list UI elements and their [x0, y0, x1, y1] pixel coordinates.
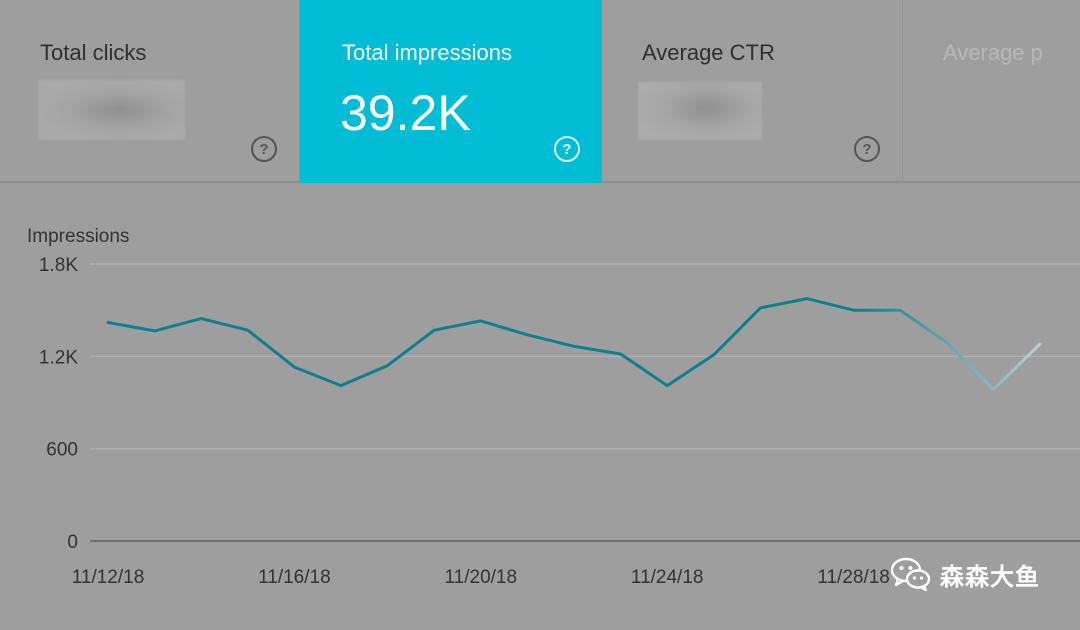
data-point [246, 329, 249, 332]
y-tick-label: 1.8K [39, 255, 78, 276]
watermark: 森森大鱼 [890, 556, 1040, 592]
data-point [619, 353, 622, 356]
data-point [433, 329, 436, 332]
data-point [945, 341, 948, 344]
y-tick-label: 600 [46, 440, 78, 461]
data-point [712, 353, 715, 356]
metric-card-average-position[interactable]: Average p [903, 0, 1080, 183]
metric-label: Average CTR [642, 40, 775, 65]
metric-card-total-clicks[interactable]: Total clicks ? [0, 0, 300, 183]
blurred-value [38, 80, 185, 140]
data-point [806, 297, 809, 300]
metric-cards: Total clicks ? Total impressions 39.2K ?… [0, 0, 1080, 183]
y-tick-label: 0 [67, 532, 78, 553]
impressions-chart: Impressions 0 600 1.2K 1.8K 11/12/18 11/16/18 1… [0, 183, 1080, 630]
data-point [153, 329, 156, 332]
data-point [479, 319, 482, 322]
data-point [340, 384, 343, 387]
y-axis-title: Impressions [27, 226, 129, 247]
data-point [899, 309, 902, 312]
x-tick-label: 11/24/18 [631, 567, 704, 588]
data-point [293, 366, 296, 369]
data-point [107, 321, 110, 324]
help-icon[interactable]: ? [554, 136, 580, 162]
x-tick-label: 11/16/18 [258, 567, 331, 588]
wechat-icon [890, 557, 931, 592]
x-tick-label: 11/12/18 [72, 567, 145, 588]
metric-label: Total clicks [40, 40, 147, 65]
data-point [200, 317, 203, 320]
data-point [759, 306, 762, 309]
chart-svg: Impressions 0 600 1.2K 1.8K 11/12/18 11/16/18 1… [27, 226, 1080, 588]
metric-value: 39.2K [340, 85, 471, 141]
data-point [526, 333, 529, 336]
data-point [666, 384, 669, 387]
metric-label: Average p [943, 40, 1043, 65]
data-point [992, 388, 995, 391]
y-tick-label: 1.2K [39, 347, 78, 368]
x-tick-label: 11/20/18 [445, 567, 518, 588]
data-point [1039, 343, 1042, 346]
impressions-series-line [106, 297, 1042, 391]
data-point [852, 309, 855, 312]
metric-card-total-impressions[interactable]: Total impressions 39.2K ? [300, 0, 602, 183]
x-tick-label: 11/28/18 [817, 567, 890, 588]
help-icon[interactable]: ? [854, 136, 880, 162]
metric-card-average-ctr[interactable]: Average CTR ? [602, 0, 903, 183]
help-icon[interactable]: ? [251, 136, 277, 162]
watermark-text: 森森大鱼 [940, 563, 1040, 591]
blurred-value [638, 82, 762, 140]
metric-label: Total impressions [342, 40, 512, 65]
data-point [386, 364, 389, 367]
data-point [573, 345, 576, 348]
